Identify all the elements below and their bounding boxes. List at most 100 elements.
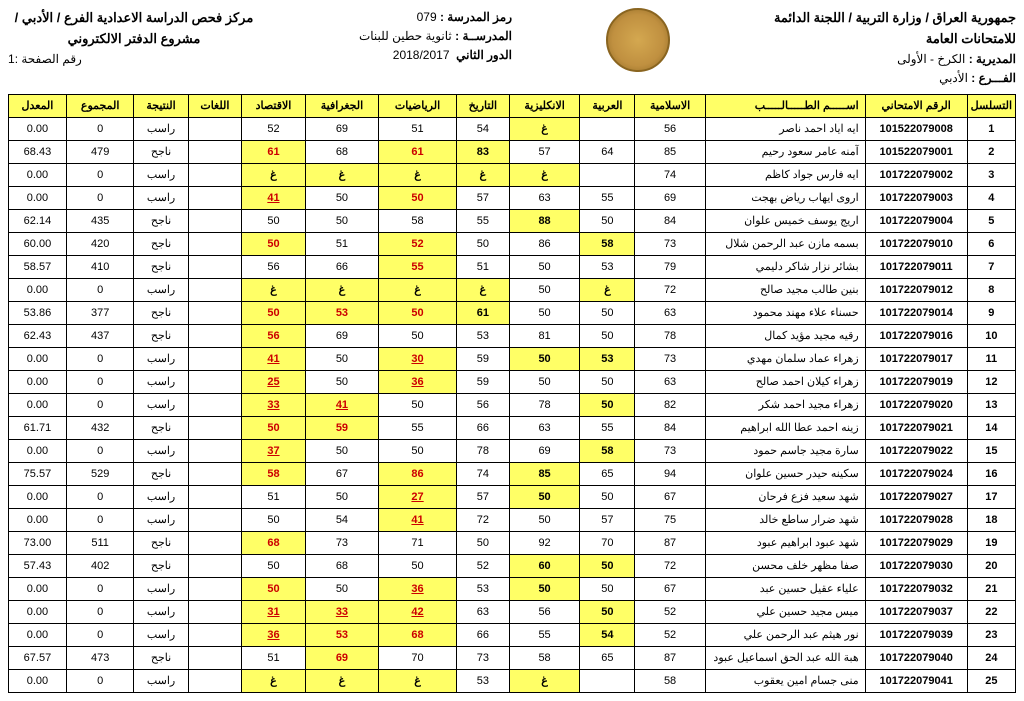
cell-value: 68.43 bbox=[9, 140, 67, 163]
cell-value: راسب bbox=[134, 623, 188, 646]
cell-seq: 14 bbox=[967, 416, 1015, 439]
cell-value: 41 bbox=[242, 186, 306, 209]
cell-value: 511 bbox=[66, 531, 134, 554]
cell-value: 53 bbox=[456, 577, 509, 600]
cell-exam-no: 101722079002 bbox=[865, 163, 967, 186]
cell-value: 0 bbox=[66, 163, 134, 186]
cell-value: ناجح bbox=[134, 209, 188, 232]
cell-value: 437 bbox=[66, 324, 134, 347]
cell-value: راسب bbox=[134, 439, 188, 462]
cell-value: 0.00 bbox=[9, 393, 67, 416]
col-header: التسلسل bbox=[967, 94, 1015, 117]
cell-exam-no: 101522079008 bbox=[865, 117, 967, 140]
cell-value: 52 bbox=[242, 117, 306, 140]
cell-value: 0.00 bbox=[9, 669, 67, 692]
cell-value: ناجح bbox=[134, 301, 188, 324]
org-title: جمهورية العراق / وزارة التربية / اللجنة … bbox=[764, 8, 1016, 50]
cell-value: 36 bbox=[379, 370, 457, 393]
table-row: 5101722079004اريج يوسف خميس علوان8450885… bbox=[9, 209, 1016, 232]
table-row: 3101722079002ايه فارس جواد كاظم74غغغغغرا… bbox=[9, 163, 1016, 186]
cell-value: 0.00 bbox=[9, 278, 67, 301]
cell-value: 53 bbox=[456, 324, 509, 347]
col-header: الجغرافية bbox=[305, 94, 378, 117]
table-row: 9101722079014حسناء علاء مهند محمود635050… bbox=[9, 301, 1016, 324]
cell-value: 58 bbox=[580, 232, 635, 255]
cell-value bbox=[188, 669, 242, 692]
cell-value: راسب bbox=[134, 393, 188, 416]
cell-value: 55 bbox=[379, 416, 457, 439]
cell-value: 50 bbox=[456, 531, 509, 554]
cell-exam-no: 101722079028 bbox=[865, 508, 967, 531]
cell-value: 67 bbox=[635, 577, 705, 600]
cell-value: 78 bbox=[635, 324, 705, 347]
cell-value: 63 bbox=[509, 186, 580, 209]
cell-name: زينه احمد عطا الله ابراهيم bbox=[705, 416, 865, 439]
cell-value: 58 bbox=[379, 209, 457, 232]
cell-value: ناجح bbox=[134, 140, 188, 163]
cell-value: 57 bbox=[456, 186, 509, 209]
cell-value: 0.00 bbox=[9, 163, 67, 186]
table-row: 13101722079020زهراء مجيد احمد شكر8250785… bbox=[9, 393, 1016, 416]
cell-value: 50 bbox=[509, 347, 580, 370]
cell-name: ايه اياد احمد ناصر bbox=[705, 117, 865, 140]
cell-value: 55 bbox=[580, 186, 635, 209]
cell-value: 67 bbox=[635, 485, 705, 508]
cell-value: 27 bbox=[379, 485, 457, 508]
cell-value: 50 bbox=[509, 255, 580, 278]
cell-exam-no: 101722079022 bbox=[865, 439, 967, 462]
cell-seq: 19 bbox=[967, 531, 1015, 554]
cell-value: ناجح bbox=[134, 232, 188, 255]
cell-name: زهراء مجيد احمد شكر bbox=[705, 393, 865, 416]
cell-name: شهد عبود ابراهيم عبود bbox=[705, 531, 865, 554]
cell-value: ناجح bbox=[134, 554, 188, 577]
cell-value: 50 bbox=[580, 393, 635, 416]
table-row: 23101722079039نور هيثم عبد الرحمن علي525… bbox=[9, 623, 1016, 646]
cell-value: 87 bbox=[635, 531, 705, 554]
cell-value: 41 bbox=[379, 508, 457, 531]
cell-exam-no: 101722079010 bbox=[865, 232, 967, 255]
cell-value: 58 bbox=[580, 439, 635, 462]
cell-name: آمنه عامر سعود رحيم bbox=[705, 140, 865, 163]
cell-value: 59 bbox=[456, 370, 509, 393]
cell-value: 73 bbox=[635, 232, 705, 255]
cell-value: 0 bbox=[66, 439, 134, 462]
cell-value: 50 bbox=[580, 301, 635, 324]
cell-value: راسب bbox=[134, 117, 188, 140]
cell-value: 53 bbox=[305, 623, 378, 646]
cell-value: 61 bbox=[242, 140, 306, 163]
cell-value: 50 bbox=[509, 278, 580, 301]
cell-value: 50 bbox=[305, 577, 378, 600]
cell-value: 64 bbox=[580, 140, 635, 163]
cell-value bbox=[188, 508, 242, 531]
cell-value: راسب bbox=[134, 186, 188, 209]
table-row: 14101722079021زينه احمد عطا الله ابراهيم… bbox=[9, 416, 1016, 439]
cell-seq: 24 bbox=[967, 646, 1015, 669]
cell-value: 72 bbox=[456, 508, 509, 531]
cell-value: 79 bbox=[635, 255, 705, 278]
cell-value bbox=[188, 623, 242, 646]
cell-value: 435 bbox=[66, 209, 134, 232]
cell-seq: 1 bbox=[967, 117, 1015, 140]
cell-value bbox=[188, 370, 242, 393]
cell-value: 50 bbox=[379, 439, 457, 462]
cell-value: غ bbox=[509, 117, 580, 140]
cell-name: حسناء علاء مهند محمود bbox=[705, 301, 865, 324]
cell-value: 0 bbox=[66, 278, 134, 301]
cell-value: 420 bbox=[66, 232, 134, 255]
table-header-row: التسلسلالرقم الامتحانياســـــم الطـــــا… bbox=[9, 94, 1016, 117]
cell-value: 50 bbox=[242, 416, 306, 439]
cell-value: 402 bbox=[66, 554, 134, 577]
header-right: جمهورية العراق / وزارة التربية / اللجنة … bbox=[764, 8, 1016, 88]
cell-seq: 2 bbox=[967, 140, 1015, 163]
table-row: 24101722079040هبة الله عبد الحق اسماعيل … bbox=[9, 646, 1016, 669]
cell-value: راسب bbox=[134, 600, 188, 623]
cell-value: 66 bbox=[456, 416, 509, 439]
table-row: 12101722079019زهراء كيلان احمد صالح63505… bbox=[9, 370, 1016, 393]
cell-value: 87 bbox=[635, 646, 705, 669]
cell-exam-no: 101722079014 bbox=[865, 301, 967, 324]
cell-seq: 22 bbox=[967, 600, 1015, 623]
cell-value: 92 bbox=[509, 531, 580, 554]
table-row: 19101722079029شهد عبود ابراهيم عبود87709… bbox=[9, 531, 1016, 554]
cell-value: 85 bbox=[635, 140, 705, 163]
table-row: 8101722079012بنين طالب مجيد صالح72غ50غغغ… bbox=[9, 278, 1016, 301]
